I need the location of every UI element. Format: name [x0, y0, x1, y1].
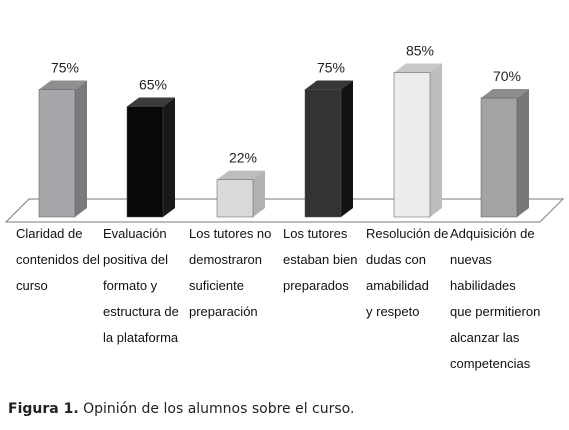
category-label: Claridad de contenidos del curso	[16, 226, 100, 293]
bar-side	[163, 97, 175, 217]
caption-text: Opinión de los alumnos sobre el curso.	[78, 401, 355, 417]
bar-side	[253, 170, 265, 217]
bar-top	[127, 97, 175, 107]
bar	[126, 106, 164, 218]
bar-top	[217, 170, 265, 180]
bar-value-label: 65%	[139, 77, 167, 93]
bar-value-label: 75%	[51, 60, 79, 76]
bar	[38, 89, 76, 218]
bar-value-label: 75%	[317, 60, 345, 76]
bar-side	[75, 80, 87, 217]
figure-caption: Figura 1. Opinión de los alumnos sobre e…	[8, 401, 354, 417]
bar-top	[481, 89, 529, 98]
bar	[216, 179, 254, 218]
bar-value-label: 85%	[406, 43, 434, 59]
category-label: Los tutores no demostraron suficiente pr…	[189, 226, 272, 319]
bar-chart: 75% 65% 22% 75% 85% 70%	[4, 43, 565, 223]
category-label: Los tutores estaban bien preparados	[283, 226, 358, 293]
bar-value-label: 22%	[229, 150, 257, 166]
bar-side	[341, 80, 353, 217]
bar	[480, 97, 518, 218]
chart-floor	[4, 198, 565, 223]
bar-top	[39, 80, 87, 90]
bar-side	[430, 63, 442, 217]
category-label: Adquisición de nuevas habilidades que pe…	[450, 226, 541, 371]
category-label: Resolución de dudas con amabilidad y res…	[366, 226, 449, 319]
caption-prefix: Figura 1.	[8, 401, 79, 417]
bar	[304, 89, 342, 218]
bar-side	[517, 89, 529, 217]
bar-value-label: 70%	[493, 68, 521, 84]
category-label: Evaluación positiva del formato y estruc…	[103, 226, 179, 345]
bar-top	[305, 80, 353, 90]
bar-top	[394, 63, 442, 73]
bar	[393, 72, 431, 218]
